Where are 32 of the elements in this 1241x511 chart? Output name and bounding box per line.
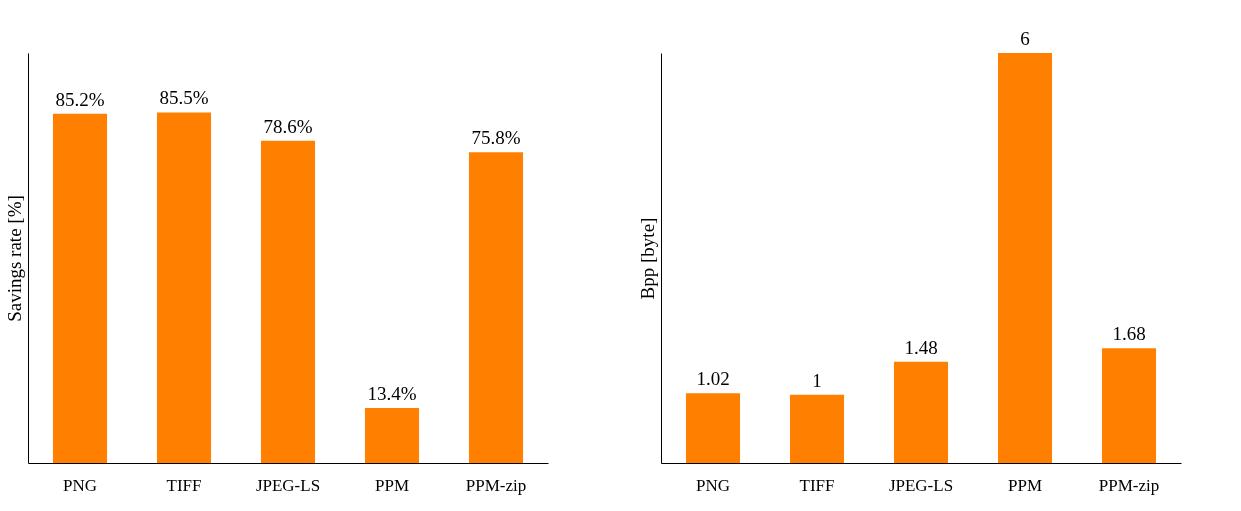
bar <box>997 53 1053 463</box>
x-tick-label: PPM-zip <box>465 475 527 495</box>
bar <box>685 393 741 463</box>
data-label: 13.4% <box>367 383 417 405</box>
bar <box>156 112 212 463</box>
x-tick-label: PPM-zip <box>1098 475 1160 495</box>
data-label: 1 <box>812 369 822 391</box>
bar <box>789 394 845 463</box>
x-tick-label: PNG <box>695 475 731 495</box>
x-tick-label: JPEG-LS <box>888 475 954 495</box>
x-tick-label: PNG <box>62 475 98 495</box>
x-tick-label: TIFF <box>166 475 202 495</box>
bar <box>52 113 108 463</box>
y-axis-title: Savings rate [%] <box>3 195 25 322</box>
data-label: 1.48 <box>904 336 938 358</box>
bar <box>893 361 949 463</box>
data-label: 6 <box>1020 28 1030 49</box>
x-tick-label: PPM <box>1007 475 1043 495</box>
data-label: 1.68 <box>1112 323 1146 345</box>
bar <box>364 408 420 463</box>
bar <box>468 152 524 463</box>
data-label: 78.6% <box>263 115 313 137</box>
data-label: 1.02 <box>696 368 730 390</box>
x-tick-label: JPEG-LS <box>255 475 321 495</box>
y-axis-title: Bpp [byte] <box>636 217 658 300</box>
x-tick-label: TIFF <box>799 475 835 495</box>
bar <box>1101 348 1157 463</box>
bar <box>260 140 316 463</box>
data-label: 85.5% <box>159 87 209 109</box>
x-tick-label: PPM <box>374 475 410 495</box>
data-label: 85.2% <box>55 88 105 110</box>
data-label: 75.8% <box>471 127 521 149</box>
